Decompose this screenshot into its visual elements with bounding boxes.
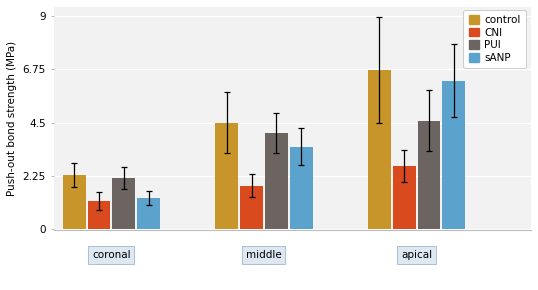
Bar	[137, 198, 160, 229]
Bar	[442, 81, 465, 229]
Bar	[88, 201, 110, 229]
Legend: control, CNI, PUI, sANP: control, CNI, PUI, sANP	[463, 10, 526, 68]
Y-axis label: Push-out bond strength (MPa): Push-out bond strength (MPa)	[7, 41, 17, 196]
Bar	[112, 178, 135, 229]
Text: apical: apical	[401, 250, 432, 260]
Text: middle: middle	[246, 250, 282, 260]
Bar	[290, 146, 313, 229]
Text: coronal: coronal	[92, 250, 131, 260]
Bar	[63, 175, 86, 229]
Bar	[240, 186, 263, 229]
Bar	[265, 133, 288, 229]
Bar	[215, 123, 238, 229]
Bar	[368, 70, 391, 229]
Bar	[417, 121, 441, 229]
Bar	[393, 166, 415, 229]
